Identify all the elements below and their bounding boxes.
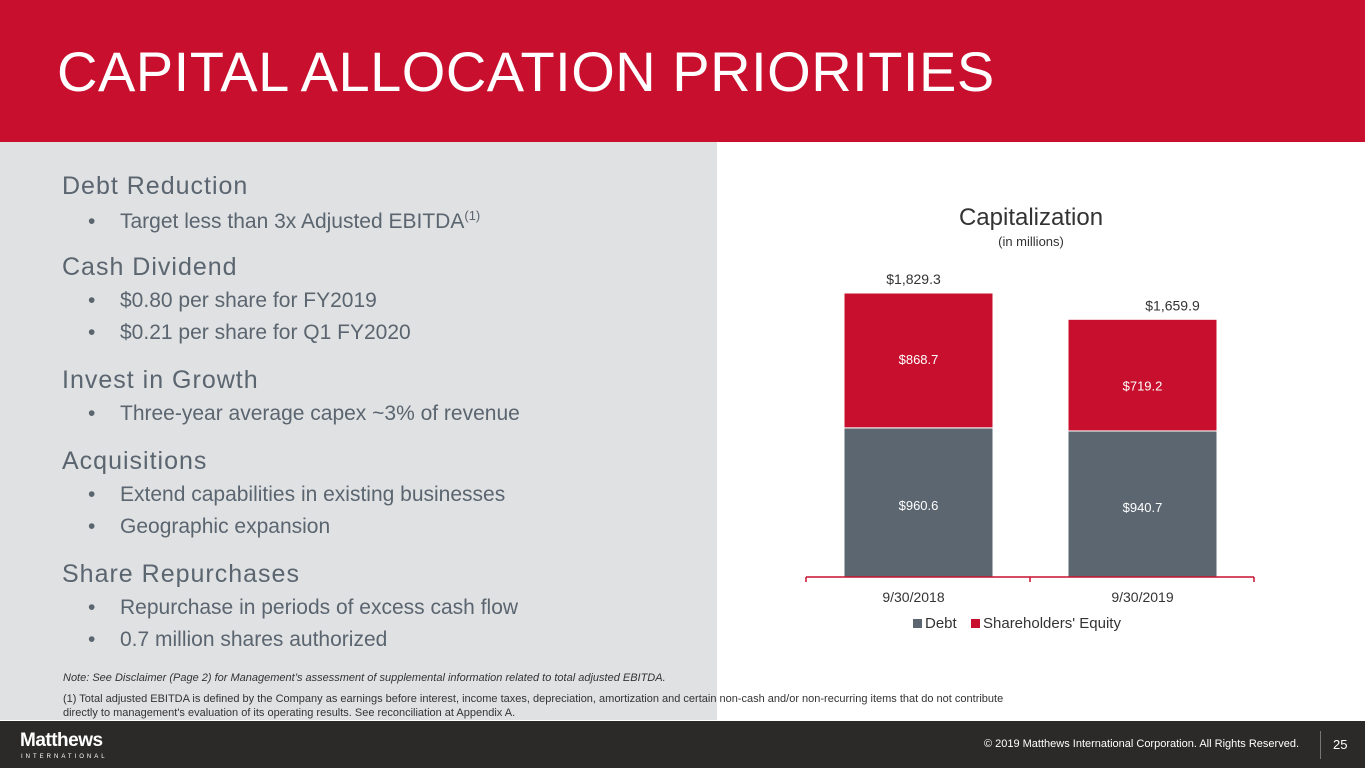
chart-marks: $960.6 $868.7 $1,829.3 9/30/2018 $940.7 $719.… xyxy=(805,271,1255,632)
bullet-dot: • xyxy=(88,289,96,312)
bullet-shares-authorized: • 0.7 million shares authorized xyxy=(88,628,388,651)
total-label-1: $1,829.3 xyxy=(886,271,941,287)
legend-swatch-equity xyxy=(971,619,980,628)
footnote-ref: (1) xyxy=(464,208,481,223)
footnote-line-2: directly to management's evaluation of i… xyxy=(63,707,516,719)
copyright-text: © 2019 Matthews International Corporatio… xyxy=(983,738,1299,750)
footnote-line-1: (1) Total adjusted EBITDA is defined by … xyxy=(63,693,1004,705)
disclaimer-note: Note: See Disclaimer (Page 2) for Manage… xyxy=(63,672,666,684)
bullet-extend-capabilities: • Extend capabilities in existing busines… xyxy=(88,483,506,506)
x-tick-label-2: 9/30/2019 xyxy=(1111,589,1173,605)
page-number: 25 xyxy=(1333,737,1348,752)
section-title-debt-reduction: Debt Reduction xyxy=(62,172,249,200)
data-label-debt-1: $960.6 xyxy=(899,498,939,513)
matthews-logo: Matthews xyxy=(20,730,103,751)
bullet-debt-target: • Target less than 3x Adjusted EBITDA(1) xyxy=(88,208,481,233)
bullet-capex: • Three-year average capex ~3% of revenue xyxy=(88,402,520,425)
section-title-invest-in-growth: Invest in Growth xyxy=(62,366,259,394)
chart-title: Capitalization xyxy=(959,204,1103,231)
data-label-equity-1: $868.7 xyxy=(899,352,939,367)
bar-equity-2 xyxy=(1067,318,1218,432)
footer-bar: Matthews INTERNATIONAL © 2019 Matthews I… xyxy=(0,721,1365,768)
section-title-acquisitions: Acquisitions xyxy=(62,447,208,475)
legend-label-debt: Debt xyxy=(925,615,958,632)
bar-equity-1 xyxy=(843,292,994,429)
section-title-share-repurchases: Share Repurchases xyxy=(62,560,300,588)
capitalization-chart: Capitalization (in millions) $960.6 $868.… xyxy=(805,204,1255,632)
data-label-debt-2: $940.7 xyxy=(1123,500,1163,515)
bullet-dividend-q1-fy2020: • $0.21 per share for Q1 FY2020 xyxy=(88,321,411,344)
chart-subtitle: (in millions) xyxy=(998,234,1064,249)
bullet-dot: • xyxy=(88,483,96,506)
bullet-dot: • xyxy=(88,628,96,651)
bullet-dividend-fy2019: • $0.80 per share for FY2019 xyxy=(88,289,377,312)
x-tick-label-1: 9/30/2018 xyxy=(882,589,944,605)
bullet-dot: • xyxy=(88,515,96,538)
total-label-2: $1,659.9 xyxy=(1145,297,1200,313)
bullet-repurchase-periods: • Repurchase in periods of excess cash fl… xyxy=(88,596,519,619)
data-label-equity-2: $719.2 xyxy=(1123,378,1163,393)
bullet-dot: • xyxy=(88,321,96,344)
bar-debt-2 xyxy=(1067,430,1218,578)
title-bar: CAPITAL ALLOCATION PRIORITIES xyxy=(0,0,1365,142)
bullet-geographic-expansion: • Geographic expansion xyxy=(88,515,331,538)
bullet-dot: • xyxy=(88,210,96,233)
legend-label-equity: Shareholders' Equity xyxy=(983,615,1121,632)
bullet-dot: • xyxy=(88,596,96,619)
bullet-dot: • xyxy=(88,402,96,425)
legend-swatch-debt xyxy=(913,619,922,628)
page-title: CAPITAL ALLOCATION PRIORITIES xyxy=(57,40,995,103)
footer-divider xyxy=(1320,731,1321,759)
matthews-logo-subtitle: INTERNATIONAL xyxy=(21,754,108,760)
priorities-panel xyxy=(0,142,717,720)
section-title-cash-dividend: Cash Dividend xyxy=(62,253,238,281)
